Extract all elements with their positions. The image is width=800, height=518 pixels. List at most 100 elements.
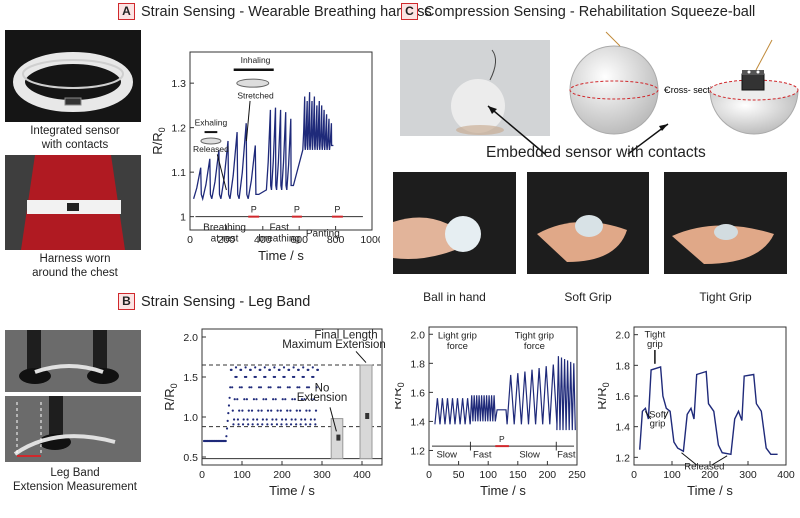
data-point bbox=[259, 368, 262, 371]
sensor-marker bbox=[365, 413, 370, 419]
data-point bbox=[257, 409, 260, 412]
y-tick-label: 2.0 bbox=[183, 332, 198, 344]
data-point bbox=[308, 409, 311, 412]
segment-label-fast: Fast bbox=[269, 223, 289, 234]
y-tick-label: 1.3 bbox=[171, 78, 186, 90]
pause-label: P bbox=[334, 205, 340, 215]
data-point bbox=[305, 409, 308, 412]
data-point bbox=[245, 398, 248, 401]
y-axis-label: R/R0 bbox=[598, 382, 611, 409]
data-point bbox=[260, 409, 263, 412]
squeeze-ball-photo bbox=[400, 40, 550, 136]
x-tick-label: 200 bbox=[539, 469, 557, 481]
half-sphere bbox=[709, 89, 799, 135]
grip-level-chart: 0 100 200 300 400 1.2 1.4 1.6 1.8 2.0 Time / s R/R0… bbox=[598, 326, 795, 498]
stretched-label: Stretched bbox=[237, 91, 274, 101]
panel-c-tag: C bbox=[401, 3, 418, 20]
panel-c-title: C Compression Sensing - Rehabilitation S… bbox=[401, 3, 755, 20]
data-point bbox=[246, 418, 249, 421]
data-point bbox=[292, 366, 295, 369]
y-axis-label: R/R0 bbox=[395, 382, 406, 409]
cross-section-diagram: Cross- section bbox=[569, 31, 799, 135]
caption-line: Extension Measurement bbox=[12, 481, 137, 493]
panel-b-title: B Strain Sensing - Leg Band bbox=[118, 293, 310, 310]
harness-caption-top: Integrated sensor with contacts bbox=[0, 124, 150, 152]
data-point bbox=[238, 386, 241, 389]
data-point bbox=[264, 375, 267, 379]
x-tick-label: 200 bbox=[218, 234, 236, 246]
data-point bbox=[241, 409, 244, 412]
hand-illustration-2 bbox=[527, 172, 649, 274]
y-tick-label: 1.5 bbox=[183, 372, 198, 384]
light-grip-label: Light grip bbox=[438, 331, 477, 342]
data-point bbox=[251, 423, 254, 426]
data-point bbox=[225, 427, 229, 430]
data-point bbox=[277, 386, 280, 389]
plot-frame bbox=[428, 326, 578, 466]
data-point bbox=[316, 368, 320, 371]
plot-frame bbox=[189, 51, 373, 231]
data-point bbox=[302, 366, 305, 369]
grip-level-series-line bbox=[639, 365, 778, 456]
data-point bbox=[312, 375, 315, 379]
x-tick-label: 200 bbox=[701, 469, 719, 481]
data-point bbox=[249, 368, 252, 371]
x-tick-label: 250 bbox=[568, 469, 586, 481]
inhaling-label: Inhaling bbox=[241, 55, 271, 65]
data-point bbox=[269, 386, 272, 389]
caption-line: with contacts bbox=[41, 139, 109, 151]
x-axis-label: Time / s bbox=[687, 483, 733, 498]
data-point bbox=[263, 366, 266, 369]
data-point bbox=[280, 418, 284, 421]
grip-label-soft: Soft Grip bbox=[564, 290, 612, 304]
max-extension-label: Maximum Extension bbox=[282, 339, 386, 351]
stretched-ring-icon bbox=[236, 78, 270, 88]
data-point bbox=[298, 409, 302, 412]
tight-grip-label: force bbox=[524, 341, 545, 352]
breathing-chart: 0 200 400 600 800 1000 1 1.1 1.2 1.3 Time / s R/R0 P… bbox=[150, 51, 380, 263]
x-tick-label: 600 bbox=[290, 234, 308, 246]
data-point bbox=[237, 423, 240, 426]
panel-a-title: A Strain Sensing - Wearable Breathing ha… bbox=[118, 3, 432, 20]
x-tick-label: 150 bbox=[509, 469, 527, 481]
leg-band-photo-1 bbox=[5, 330, 141, 392]
soft-grip-pointer bbox=[663, 411, 669, 420]
data-point bbox=[240, 368, 243, 371]
data-point bbox=[242, 418, 245, 421]
data-point bbox=[252, 398, 256, 401]
data-point bbox=[296, 386, 299, 389]
y-tick-label: 1.8 bbox=[410, 358, 425, 370]
data-point bbox=[236, 398, 239, 401]
x-tick-label: 100 bbox=[233, 469, 251, 481]
y-tick-label: 2.0 bbox=[410, 329, 425, 341]
data-point bbox=[314, 423, 317, 426]
ball-in-hand-photo bbox=[393, 172, 516, 274]
panel-b-tag: B bbox=[118, 293, 135, 310]
data-point bbox=[244, 366, 247, 369]
data-point bbox=[295, 409, 298, 412]
data-point bbox=[232, 418, 236, 421]
data-point bbox=[270, 423, 273, 426]
data-point bbox=[275, 418, 278, 421]
data-point bbox=[276, 409, 279, 412]
data-point bbox=[309, 423, 312, 426]
pause-label: P bbox=[294, 205, 300, 215]
data-point bbox=[283, 375, 286, 379]
leg-band-caption: Leg Band Extension Measurement bbox=[0, 466, 150, 494]
x-tick-label: 400 bbox=[254, 234, 272, 246]
released-pointer bbox=[711, 455, 728, 466]
segment-label-slow: Slow bbox=[436, 450, 457, 461]
data-point bbox=[264, 398, 268, 401]
soft-grip-pointer bbox=[644, 411, 652, 420]
segment-label-fast: Fast bbox=[473, 450, 492, 461]
segment-label-slow: Slow bbox=[519, 450, 540, 461]
data-point bbox=[247, 409, 250, 412]
data-point bbox=[238, 409, 241, 412]
data-point bbox=[261, 418, 264, 421]
data-point bbox=[241, 423, 245, 426]
data-point bbox=[248, 386, 251, 389]
stretched-pointer bbox=[245, 100, 251, 142]
segment-label-fast: breathing bbox=[258, 234, 300, 245]
y-tick-label: 1.2 bbox=[171, 123, 186, 135]
data-point bbox=[250, 386, 253, 389]
